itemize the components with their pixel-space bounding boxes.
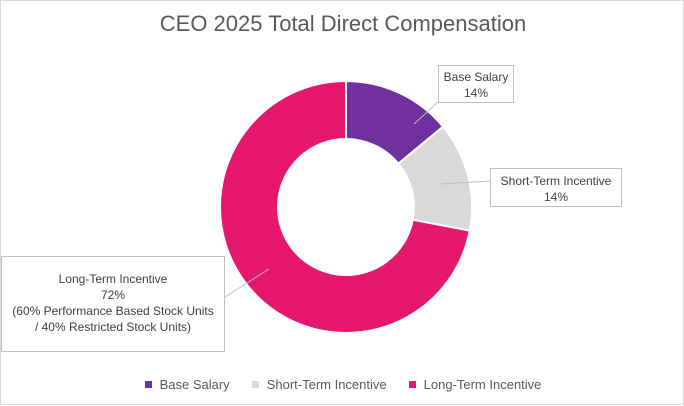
label-short-term-incentive-value: 14% <box>543 190 569 204</box>
label-long-term-incentive-note-2: / 40% Restricted Stock Units) <box>34 320 192 334</box>
slice-long-term-incentive <box>219 79 471 334</box>
leader-short-term-incentive <box>440 180 491 185</box>
legend-item-base-salary: Base Salary <box>144 377 230 392</box>
label-long-term-incentive-value: 72% <box>100 288 126 302</box>
legend: Base Salary Short-Term Incentive Long-Te… <box>1 377 684 392</box>
leader-base-salary <box>413 101 439 125</box>
label-long-term-incentive: Long-Term Incentive 72% (60% Performance… <box>1 256 225 352</box>
label-base-salary-value: 14% <box>463 86 489 100</box>
legend-swatch-short-term-incentive <box>251 381 259 388</box>
label-short-term-incentive-name: Short-Term Incentive <box>500 174 612 188</box>
label-long-term-incentive-note-1: (60% Performance Based Stock Units <box>12 304 214 318</box>
legend-label-short-term-incentive: Short-Term Incentive <box>266 377 387 392</box>
label-base-salary-name: Base Salary <box>443 70 509 84</box>
legend-label-long-term-incentive: Long-Term Incentive <box>423 377 542 392</box>
chart-title: CEO 2025 Total Direct Compensation <box>159 11 527 36</box>
legend-swatch-long-term-incentive <box>408 381 416 388</box>
label-base-salary: Base Salary 14% <box>438 65 514 103</box>
leader-long-term-incentive <box>224 268 270 298</box>
legend-swatch-base-salary <box>144 381 152 388</box>
legend-item-long-term-incentive: Long-Term Incentive <box>408 377 542 392</box>
label-short-term-incentive: Short-Term Incentive 14% <box>490 168 622 207</box>
label-long-term-incentive-name: Long-Term Incentive <box>58 272 168 286</box>
legend-item-short-term-incentive: Short-Term Incentive <box>251 377 387 392</box>
legend-label-base-salary: Base Salary <box>159 377 230 392</box>
